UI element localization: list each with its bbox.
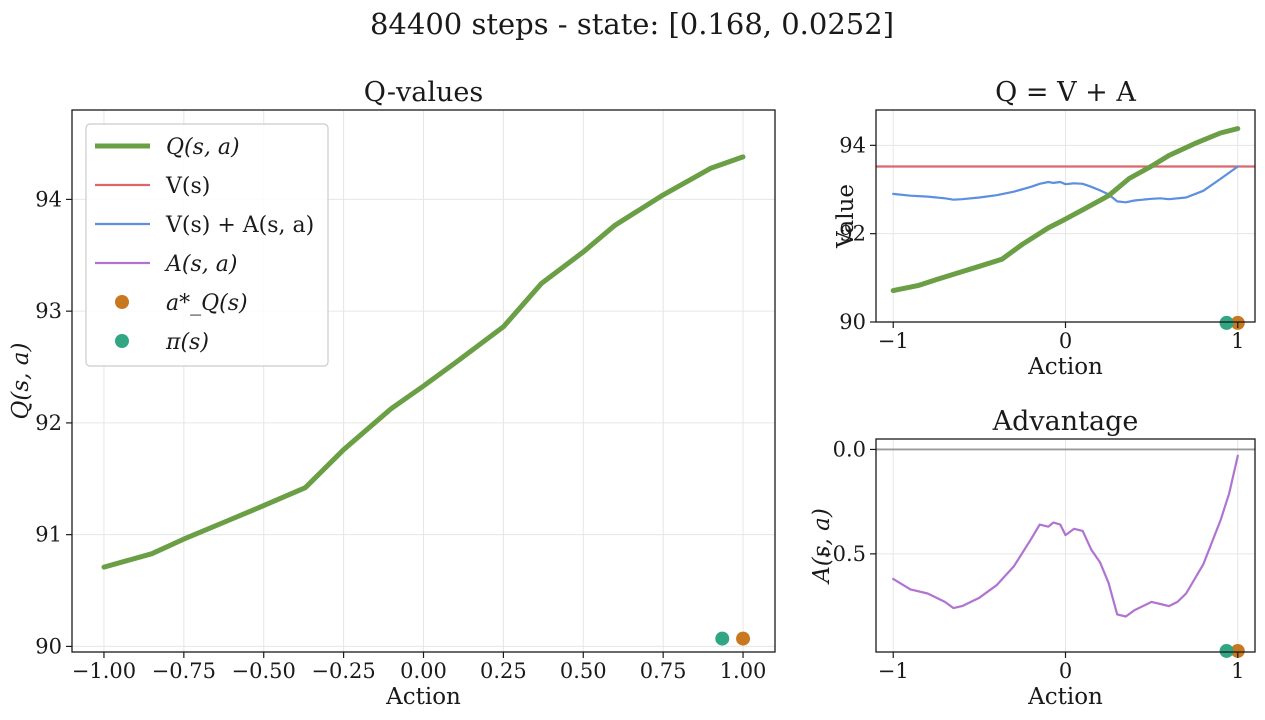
series-line-vpa (892, 165, 1239, 204)
point-aq (1230, 643, 1245, 658)
y-tick-label: 0.0 (833, 437, 866, 461)
x-tick-label: 1.00 (720, 659, 767, 683)
legend-label-a: A(s, a) (164, 252, 237, 277)
point-aq (736, 631, 751, 646)
x-tick-label: 0 (1059, 329, 1072, 353)
y-tick-label: 90 (839, 310, 866, 334)
point-pi (1219, 643, 1234, 658)
x-tick-label: −0.50 (232, 659, 296, 683)
x-tick-label: 0.75 (640, 659, 687, 683)
x-axis-label: Action (1027, 684, 1103, 710)
y-tick-label: 91 (35, 523, 62, 547)
panel-title: Q = V + A (995, 77, 1136, 108)
x-tick-label: 0.50 (560, 659, 607, 683)
figure-suptitle: 84400 steps - state: [0.168, 0.0252] (370, 7, 894, 41)
series-group (876, 126, 1255, 294)
x-tick-label: −1 (878, 659, 909, 683)
chart-panel-1: −1.00 −0.75 −0.50 −0.25 0.00 0.25 0.50 0.75 1.00… (8, 77, 776, 710)
legend-label-q: Q(s, a) (166, 135, 240, 160)
x-tick-label: 1 (1231, 329, 1244, 353)
x-axis-label: Action (1027, 354, 1103, 380)
panel-title: Q-values (364, 77, 483, 108)
series-line-q (890, 126, 1241, 294)
y-tick-label: −0.5 (815, 542, 866, 566)
legend-label-aq: a*_Q(s) (166, 291, 248, 316)
y-tick-label: 90 (35, 634, 62, 658)
y-tick-label: 94 (35, 187, 62, 211)
series-group (876, 448, 1255, 618)
chart-panel-2: −1 0 1 90 92 94 Q = V + A Action Value (833, 77, 1256, 380)
y-tick-label: 93 (35, 299, 62, 323)
series-group (101, 154, 746, 570)
chart-panel-3: −1 0 1 0.0 −0.5 Advantage Action A(s, a) (809, 406, 1256, 710)
legend-label-pi: π(s) (165, 330, 209, 355)
legend-label-vpa: V(s) + A(s, a) (165, 213, 314, 238)
point-pi (715, 631, 730, 646)
x-axis-label: Action (385, 684, 461, 710)
y-tick-label: 92 (839, 222, 866, 246)
legend-marker-pi (115, 334, 129, 348)
x-tick-label: −0.25 (311, 659, 375, 683)
series-line-q (101, 154, 746, 570)
y-axis-label: Q(s, a) (8, 343, 34, 420)
x-tick-label: 0.00 (400, 659, 447, 683)
y-axis-label: Value (833, 184, 859, 249)
x-tick-label: −0.75 (152, 659, 216, 683)
x-tick-label: −1 (878, 329, 909, 353)
y-axis-label: A(s, a) (809, 508, 835, 585)
legend-marker-aq (115, 295, 129, 309)
panel-title: Advantage (992, 406, 1139, 437)
x-tick-label: −1.00 (72, 659, 136, 683)
point-pi (1219, 315, 1234, 330)
series-line-a (892, 454, 1239, 618)
y-tick-label: 92 (35, 411, 62, 435)
x-tick-label: 0.25 (480, 659, 527, 683)
legend-label-v: V(s) (165, 174, 210, 199)
x-tick-label: 0 (1059, 659, 1072, 683)
y-tick-label: 94 (839, 133, 866, 157)
grid (876, 439, 1255, 652)
legend: Q(s, a) V(s) V(s) + A(s, a) A(s, a) a*_Q(s) π… (85, 123, 329, 367)
x-tick-label: 1 (1231, 659, 1244, 683)
